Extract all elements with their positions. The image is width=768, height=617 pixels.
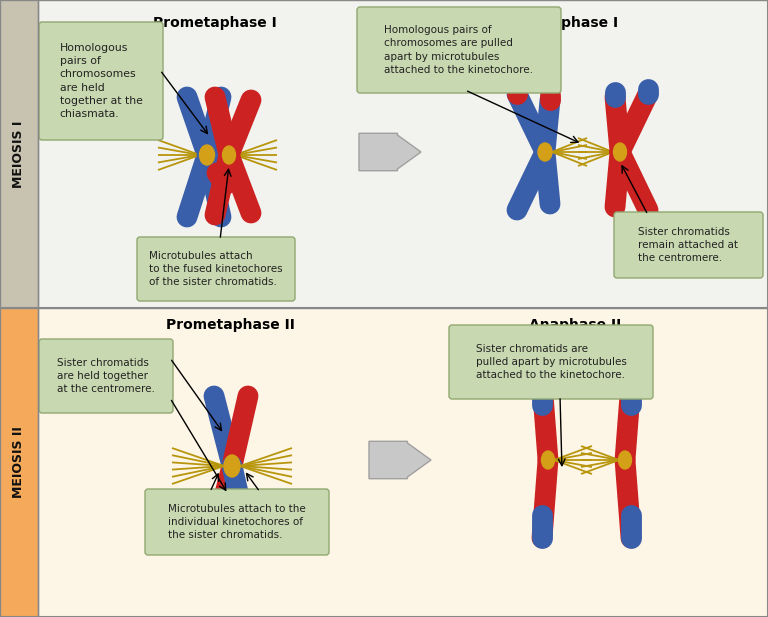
PathPatch shape [359,133,421,171]
Ellipse shape [614,143,627,161]
Text: Homologous
pairs of
chromosomes
are held
together at the
chiasmata.: Homologous pairs of chromosomes are held… [60,43,142,119]
FancyBboxPatch shape [145,489,329,555]
Ellipse shape [541,451,554,469]
Ellipse shape [223,146,236,164]
Text: Sister chromatids
are held together
at the centromere.: Sister chromatids are held together at t… [57,358,155,394]
Text: Sister chromatids are
pulled apart by microtubules
attached to the kinetochore.: Sister chromatids are pulled apart by mi… [475,344,627,380]
Text: Anaphase I: Anaphase I [531,16,618,30]
FancyBboxPatch shape [449,325,653,399]
Text: Anaphase II: Anaphase II [529,318,621,332]
FancyBboxPatch shape [39,22,163,140]
Ellipse shape [224,455,240,477]
Ellipse shape [618,451,631,469]
Bar [0,0,38,308]
FancyBboxPatch shape [357,7,561,93]
FancyBboxPatch shape [614,212,763,278]
Ellipse shape [538,143,552,161]
Ellipse shape [200,145,214,165]
Bar [0,308,38,617]
Bar [0,308,768,617]
FancyBboxPatch shape [137,237,295,301]
Text: Microtubules attach to the
individual kinetochores of
the sister chromatids.: Microtubules attach to the individual ki… [168,504,306,540]
Text: MEIOSIS I: MEIOSIS I [12,120,25,188]
Text: Homologous pairs of
chromosomes are pulled
apart by microtubules
attached to the: Homologous pairs of chromosomes are pull… [385,25,534,75]
Text: MEIOSIS II: MEIOSIS II [12,426,25,498]
PathPatch shape [369,441,431,479]
Bar [0,0,768,308]
Text: Sister chromatids
remain attached at
the centromere.: Sister chromatids remain attached at the… [638,227,739,263]
FancyBboxPatch shape [39,339,173,413]
Text: Microtubules attach
to the fused kinetochores
of the sister chromatids.: Microtubules attach to the fused kinetoc… [149,251,283,287]
Text: Prometaphase II: Prometaphase II [166,318,294,332]
Text: Prometaphase I: Prometaphase I [153,16,277,30]
